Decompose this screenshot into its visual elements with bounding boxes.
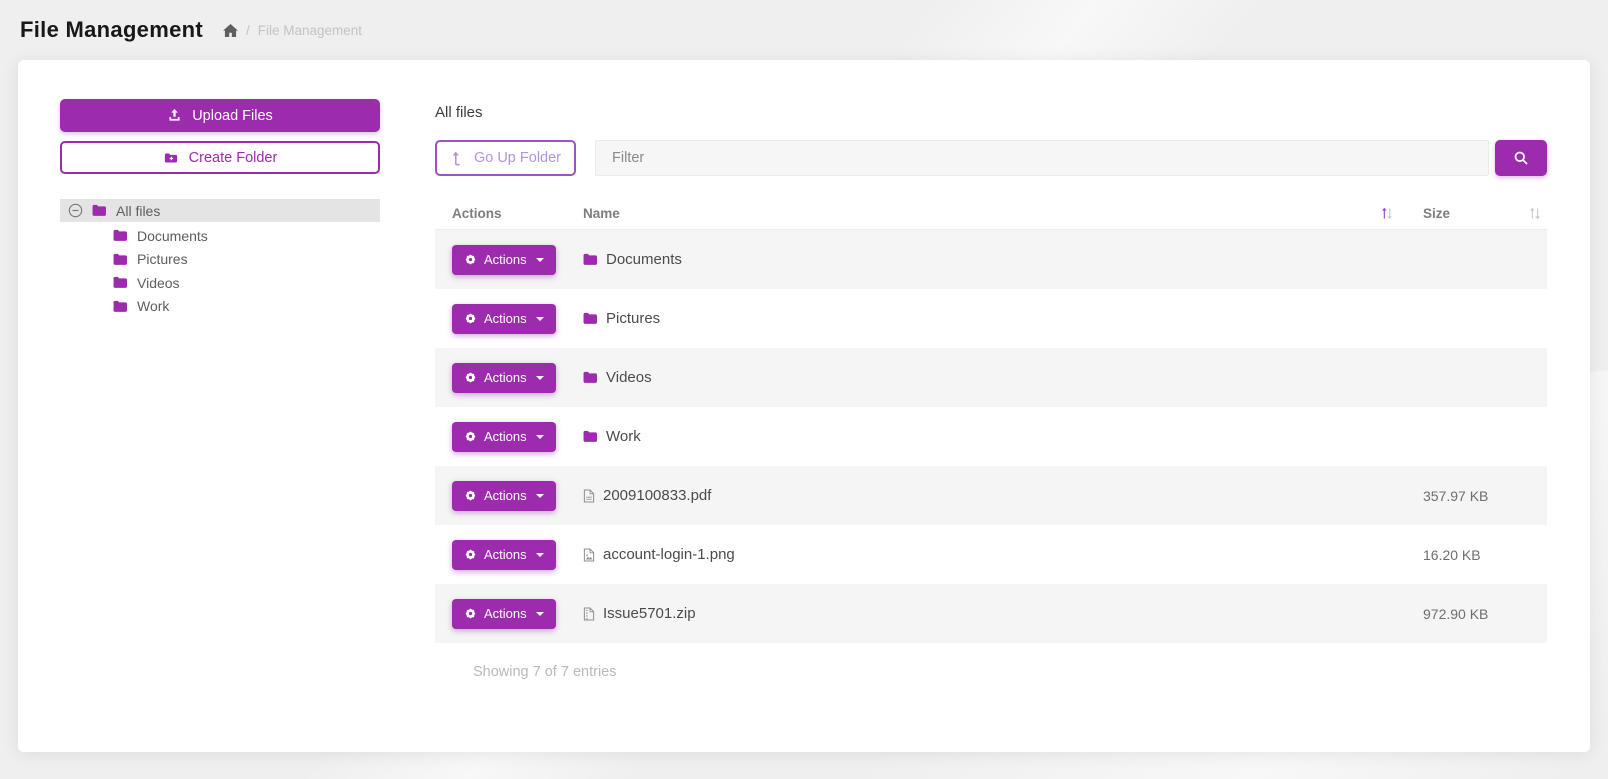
sidebar: Upload Files Create Folder All files Doc… — [60, 99, 380, 752]
image-file-icon — [583, 547, 595, 562]
toolbar: Go Up Folder — [435, 140, 1547, 176]
folder-icon — [113, 229, 128, 242]
row-name[interactable]: Documents — [583, 251, 1405, 268]
name-column-header[interactable]: Name — [583, 205, 620, 221]
caret-down-icon — [535, 552, 544, 557]
tree-folder-item[interactable]: Work — [60, 295, 380, 319]
table-row: Actions Issue5701.zip 972.90 KB — [435, 584, 1547, 643]
search-button[interactable] — [1495, 140, 1547, 176]
go-up-folder-label: Go Up Folder — [473, 150, 562, 166]
files-table: Actions Name Size Actions Documents — [435, 197, 1547, 643]
minus-circle-icon[interactable] — [68, 203, 83, 218]
upload-files-label: Upload Files — [192, 107, 273, 124]
main-panel: All files Go Up Folder Actions Name Size — [435, 99, 1547, 752]
create-folder-label: Create Folder — [188, 149, 278, 166]
caret-down-icon — [535, 375, 544, 380]
actions-column-header: Actions — [452, 205, 502, 221]
table-header-row: Actions Name Size — [435, 197, 1547, 230]
entries-count-text: Showing 7 of 7 entries — [473, 664, 617, 680]
gear-icon — [464, 489, 477, 502]
file-manager-card: Upload Files Create Folder All files Doc… — [18, 60, 1590, 752]
page-header: File Management / File Management — [0, 0, 1608, 60]
create-folder-button[interactable]: Create Folder — [60, 141, 380, 174]
search-icon — [1513, 150, 1529, 166]
caret-down-icon — [535, 257, 544, 262]
folder-icon — [583, 430, 598, 443]
row-actions-button[interactable]: Actions — [452, 244, 556, 275]
row-actions-button[interactable]: Actions — [452, 362, 556, 393]
table-row: Actions Work — [435, 407, 1547, 466]
row-size: 972.90 KB — [1423, 605, 1489, 622]
upload-icon — [167, 108, 182, 123]
row-actions-button[interactable]: Actions — [452, 598, 556, 629]
row-name[interactable]: Work — [583, 428, 1405, 445]
archive-file-icon — [583, 606, 595, 621]
current-folder-heading: All files — [435, 104, 483, 121]
tree-root-all-files[interactable]: All files — [60, 199, 380, 222]
row-name[interactable]: 2009100833.pdf — [583, 487, 1405, 504]
tree-folder-item[interactable]: Pictures — [60, 248, 380, 272]
tree-folder-item[interactable]: Documents — [60, 224, 380, 248]
table-row: Actions Pictures — [435, 289, 1547, 348]
row-actions-button[interactable]: Actions — [452, 539, 556, 570]
caret-down-icon — [535, 434, 544, 439]
page-title: File Management — [20, 17, 203, 42]
gear-icon — [464, 430, 477, 443]
row-actions-button[interactable]: Actions — [452, 421, 556, 452]
folder-tree: All files Documents Pictures Videos Work — [60, 199, 380, 318]
row-name[interactable]: Videos — [583, 369, 1405, 386]
arrow-up-icon — [450, 151, 463, 166]
gear-icon — [464, 371, 477, 384]
row-name[interactable]: Issue5701.zip — [583, 605, 1405, 622]
row-size: 16.20 KB — [1423, 546, 1481, 563]
pdf-file-icon — [583, 488, 595, 503]
gear-icon — [464, 312, 477, 325]
row-name[interactable]: account-login-1.png — [583, 546, 1405, 563]
upload-files-button[interactable]: Upload Files — [60, 99, 380, 132]
breadcrumb: / File Management — [223, 23, 362, 38]
breadcrumb-separator: / — [245, 22, 250, 38]
row-actions-button[interactable]: Actions — [452, 303, 556, 334]
folder-icon — [583, 253, 598, 266]
folder-icon — [113, 253, 128, 266]
folder-tree-children: Documents Pictures Videos Work — [60, 222, 380, 318]
row-size: 357.97 KB — [1423, 487, 1489, 504]
folder-icon — [583, 312, 598, 325]
size-sort-icon[interactable] — [1529, 207, 1541, 220]
name-sort-icon[interactable] — [1381, 207, 1393, 220]
gear-icon — [464, 607, 477, 620]
table-body: Actions Documents Actions Pictures — [435, 230, 1547, 643]
size-column-header[interactable]: Size — [1423, 205, 1451, 221]
row-name[interactable]: Pictures — [583, 310, 1405, 327]
go-up-folder-button[interactable]: Go Up Folder — [435, 140, 576, 176]
caret-down-icon — [535, 611, 544, 616]
folder-icon — [583, 371, 598, 384]
home-icon[interactable] — [223, 23, 238, 37]
row-actions-button[interactable]: Actions — [452, 480, 556, 511]
breadcrumb-current: File Management — [257, 22, 363, 38]
table-row: Actions Videos — [435, 348, 1547, 407]
folder-icon — [92, 204, 107, 217]
folder-icon — [113, 300, 128, 313]
filter-input[interactable] — [595, 140, 1489, 176]
gear-icon — [464, 253, 477, 266]
tree-folder-item[interactable]: Videos — [60, 271, 380, 295]
table-row: Actions Documents — [435, 230, 1547, 289]
table-row: Actions account-login-1.png 16.20 KB — [435, 525, 1547, 584]
caret-down-icon — [535, 493, 544, 498]
table-row: Actions 2009100833.pdf 357.97 KB — [435, 466, 1547, 525]
folder-icon — [113, 276, 128, 289]
folder-plus-icon — [163, 151, 179, 165]
tree-root-label: All files — [116, 202, 161, 219]
gear-icon — [464, 548, 477, 561]
caret-down-icon — [535, 316, 544, 321]
